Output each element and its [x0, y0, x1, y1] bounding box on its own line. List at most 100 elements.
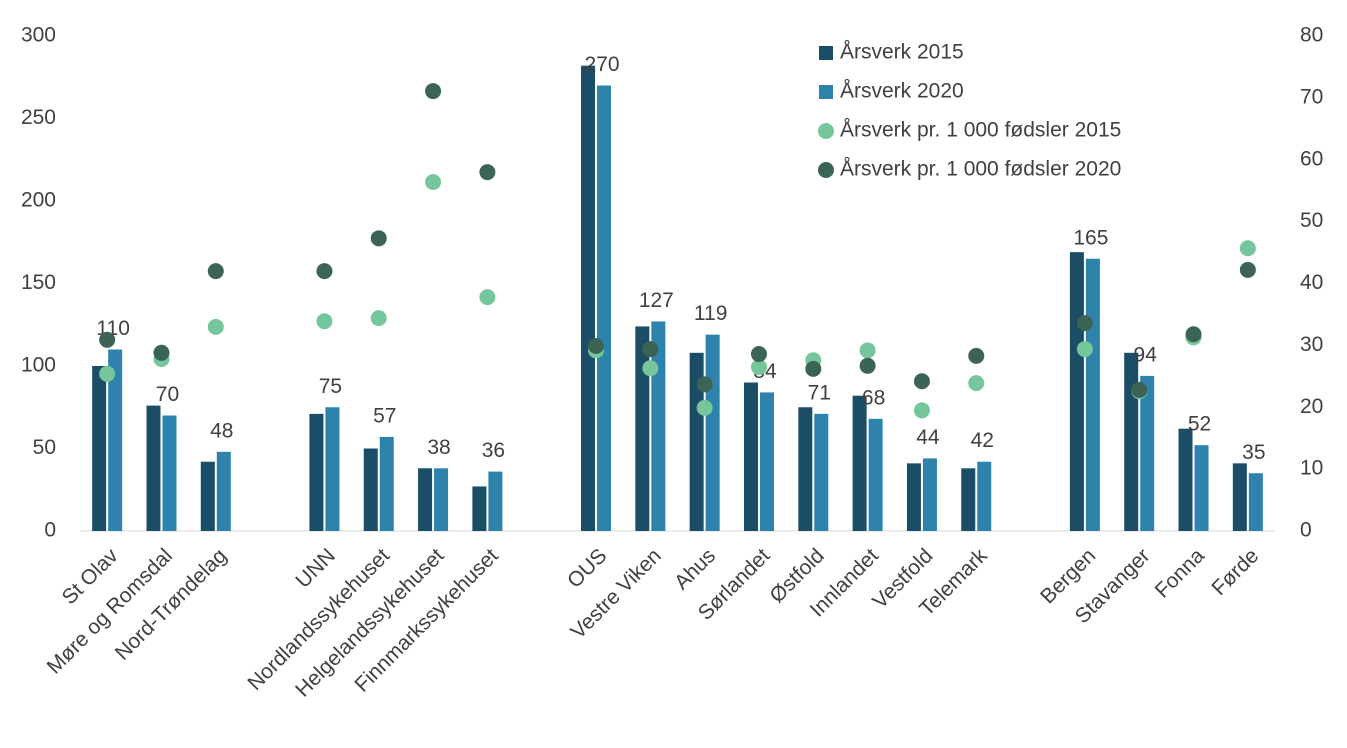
data-label: 44 [916, 426, 940, 449]
y2-tick-label: 30 [1300, 333, 1323, 356]
bar [108, 349, 123, 531]
data-label: 70 [156, 383, 179, 406]
data-label: 75 [319, 375, 342, 398]
y2-tick-label: 10 [1300, 457, 1323, 480]
bar [1140, 375, 1155, 531]
bar [1194, 445, 1209, 531]
data-label: 119 [694, 302, 727, 325]
bar [146, 405, 161, 531]
data-label: 38 [427, 436, 450, 459]
bar [472, 486, 487, 531]
dot [913, 373, 930, 390]
data-label: 48 [210, 419, 233, 442]
y-tick-label: 150 [21, 271, 56, 294]
dot [425, 174, 442, 191]
bar [1178, 428, 1193, 531]
y-tick-label: 0 [44, 519, 56, 542]
bar [705, 334, 720, 531]
y2-tick-label: 40 [1300, 271, 1323, 294]
dot [207, 318, 224, 335]
bar [597, 85, 612, 531]
data-label: 68 [862, 386, 885, 409]
bar [325, 407, 340, 531]
dot [1131, 381, 1148, 398]
dot [913, 402, 930, 419]
dot [425, 83, 442, 100]
bar [689, 352, 704, 531]
y-tick-label: 100 [21, 354, 56, 377]
dot [588, 337, 605, 354]
dot [1239, 240, 1256, 257]
dot [642, 360, 659, 377]
y-tick-label: 200 [21, 189, 56, 212]
data-label: 165 [1073, 226, 1108, 249]
bar [868, 418, 883, 531]
legend-label: Årsverk pr. 1 000 fødsler 2020 [840, 158, 1121, 181]
bar [852, 395, 867, 531]
bar [418, 468, 433, 531]
dot [207, 263, 224, 280]
dot [153, 344, 170, 361]
bar [162, 415, 177, 531]
bar [379, 436, 394, 531]
bar [635, 326, 650, 531]
y2-tick-label: 0 [1300, 519, 1312, 542]
bar [759, 392, 774, 531]
x-tick-label: Førde [1207, 544, 1263, 600]
dot [968, 375, 985, 392]
dot [750, 359, 767, 376]
data-label: 35 [1242, 441, 1265, 464]
legend-label: Årsverk 2020 [840, 80, 964, 103]
bar [743, 382, 758, 531]
x-tick-label: Ahus [670, 544, 720, 594]
dot [370, 310, 387, 327]
data-label: 127 [639, 289, 674, 312]
legend-label: Årsverk pr. 1 000 fødsler 2015 [840, 119, 1121, 142]
bar [216, 451, 231, 531]
dot [99, 331, 116, 348]
bar [922, 458, 937, 531]
x-tick-label: OUS [563, 544, 611, 592]
y-tick-label: 50 [33, 436, 56, 459]
bar [1069, 252, 1084, 531]
bar [1248, 473, 1263, 531]
y-tick-label: 250 [21, 106, 56, 129]
bar [1085, 258, 1100, 531]
data-label: 71 [808, 381, 831, 404]
dot [1076, 341, 1093, 358]
dot [696, 399, 713, 416]
data-label: 94 [1134, 343, 1158, 366]
dot [479, 289, 496, 306]
x-tick-label: Fonna [1151, 544, 1210, 603]
legend-swatch [819, 85, 833, 99]
y2-tick-label: 60 [1300, 147, 1323, 170]
bar [363, 448, 378, 531]
bar [1124, 352, 1139, 531]
dot [1185, 326, 1202, 343]
legend-swatch [818, 123, 834, 139]
bar [434, 468, 449, 531]
y2-tick-label: 20 [1300, 395, 1323, 418]
dot [99, 365, 116, 382]
bar [1232, 463, 1247, 531]
bar [906, 463, 921, 531]
dot [859, 342, 876, 359]
dot [370, 230, 387, 247]
dot [696, 376, 713, 393]
data-label: 36 [482, 439, 505, 462]
data-label: 270 [584, 53, 619, 76]
bar [814, 413, 829, 531]
dot [642, 341, 659, 358]
dot [859, 357, 876, 374]
dot [316, 263, 333, 280]
bar [581, 65, 596, 531]
bar [977, 461, 992, 531]
y2-tick-label: 70 [1300, 85, 1323, 108]
legend-label: Årsverk 2015 [840, 41, 964, 64]
bar [798, 407, 813, 531]
dot [1239, 261, 1256, 278]
data-label: 52 [1188, 413, 1211, 436]
dot [479, 164, 496, 181]
dot [968, 347, 985, 364]
